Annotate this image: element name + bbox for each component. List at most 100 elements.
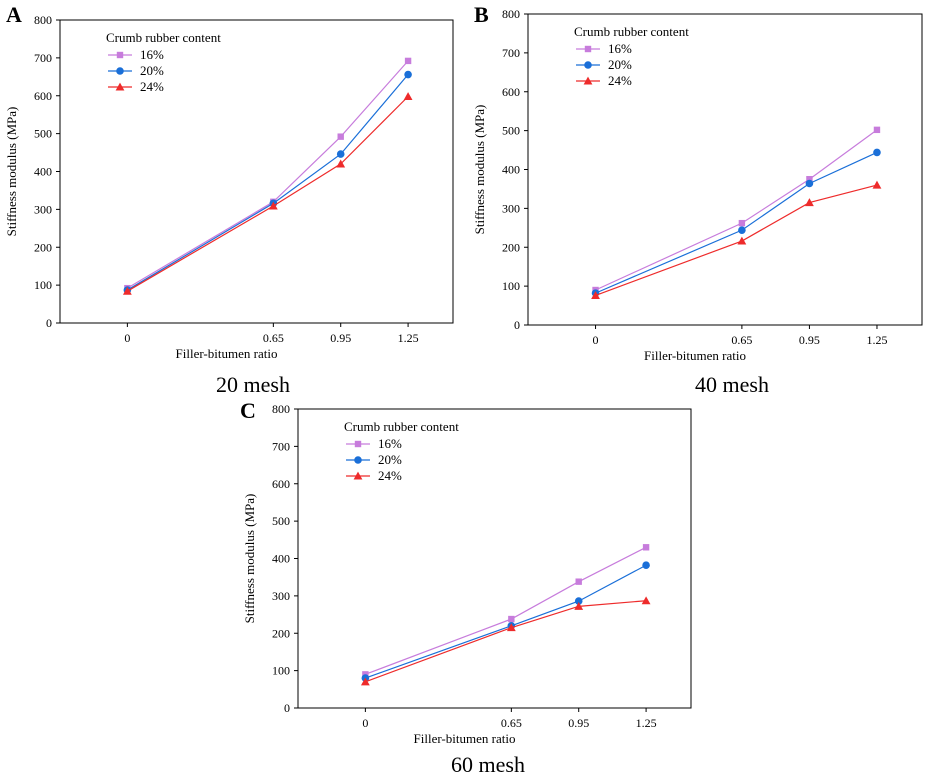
- data-point: [737, 236, 747, 245]
- data-point: [738, 226, 746, 234]
- y-tick-label: 100: [272, 664, 290, 678]
- y-tick-label: 200: [272, 626, 290, 640]
- legend-marker: [583, 76, 593, 85]
- x-tick-label: 0: [362, 716, 368, 730]
- chart-panel-a: A 0 100 200 300 400 500 600 700 800 0 0.65 0.95 1.25 F…: [4, 2, 454, 397]
- y-tick-label: 0: [514, 318, 520, 332]
- series-24pct: [360, 596, 651, 686]
- panel-letter: C: [240, 398, 256, 423]
- y-tick-label: 500: [34, 127, 52, 141]
- x-axis-label: Filler-bitumen ratio: [414, 731, 516, 746]
- y-tick-label: 600: [502, 85, 520, 99]
- y-tick-label: 200: [34, 240, 52, 254]
- series-line: [127, 60, 409, 289]
- series-16pct: [592, 126, 881, 294]
- legend-label: 16%: [140, 47, 164, 62]
- panel-caption: 40 mesh: [695, 372, 769, 397]
- chart-panel-b: B 0 100 200 300 400 500 600 700 800 0 0.65 0.95 1.25 F…: [472, 2, 923, 397]
- data-point: [360, 677, 370, 686]
- series-line: [595, 184, 878, 297]
- x-tick-label: 0.95: [330, 331, 351, 345]
- legend-marker: [115, 82, 125, 91]
- x-tick-label: 0: [593, 333, 599, 347]
- y-tick-label: 500: [272, 514, 290, 528]
- y-tick-label: 400: [272, 552, 290, 566]
- data-point: [574, 601, 584, 610]
- series-24pct: [591, 180, 882, 299]
- x-tick-label: 1.25: [636, 716, 657, 730]
- x-tick-label: 0.65: [731, 333, 752, 347]
- y-tick-label: 300: [34, 202, 52, 216]
- series-24pct: [122, 92, 413, 295]
- x-tick-label: 0.95: [568, 716, 589, 730]
- data-point: [336, 150, 345, 158]
- y-tick-label: 0: [284, 701, 290, 715]
- legend-label: 24%: [378, 468, 402, 483]
- x-tick-label: 1.25: [866, 333, 887, 347]
- data-point: [806, 176, 813, 183]
- y-tick-label: 700: [34, 51, 52, 65]
- legend-label: 24%: [608, 73, 632, 88]
- y-tick-label: 800: [34, 13, 52, 27]
- legend-marker: [584, 45, 592, 53]
- data-point: [268, 201, 278, 210]
- legend-item: 20%: [576, 57, 632, 72]
- y-tick-label: 300: [502, 201, 520, 215]
- panel-caption: 60 mesh: [451, 752, 525, 774]
- panel-caption: 20 mesh: [216, 372, 290, 397]
- y-tick-label: 800: [272, 402, 290, 416]
- series-16pct: [362, 544, 650, 678]
- plot-frame: [297, 408, 692, 709]
- y-tick-label: 0: [46, 316, 52, 330]
- panel-letter: B: [474, 2, 489, 27]
- y-axis-label: Stiffness modulus (MPa): [472, 105, 487, 235]
- y-tick-label: 700: [502, 46, 520, 60]
- plot-frame: [59, 19, 454, 324]
- series-line: [365, 564, 647, 679]
- y-tick-label: 400: [502, 163, 520, 177]
- legend-item: 24%: [346, 468, 402, 483]
- x-axis-label: Filler-bitumen ratio: [176, 346, 278, 361]
- legend-title: Crumb rubber content: [106, 30, 221, 45]
- data-point: [336, 159, 346, 168]
- series-line: [595, 129, 878, 291]
- data-point: [403, 92, 413, 101]
- x-tick-label: 0.65: [501, 716, 522, 730]
- series-line: [365, 546, 647, 675]
- legend-label: 24%: [140, 79, 164, 94]
- x-tick-label: 0.65: [263, 331, 284, 345]
- legend-item: 24%: [576, 73, 632, 88]
- y-tick-label: 600: [34, 89, 52, 103]
- legend-marker: [116, 51, 124, 59]
- panel-letter: A: [6, 2, 22, 27]
- legend-item: 16%: [108, 47, 164, 62]
- x-tick-label: 1.25: [398, 331, 419, 345]
- x-tick-label: 0.95: [799, 333, 820, 347]
- plot-frame: [527, 13, 923, 326]
- legend-marker: [353, 471, 363, 480]
- y-axis-label: Stiffness modulus (MPa): [242, 494, 257, 624]
- data-point: [591, 291, 600, 299]
- data-point: [873, 126, 881, 134]
- series-line: [127, 74, 409, 291]
- legend-label: 20%: [608, 57, 632, 72]
- y-tick-label: 100: [34, 278, 52, 292]
- data-point: [122, 286, 132, 295]
- x-tick-label: 0: [124, 331, 130, 345]
- data-point: [506, 623, 516, 632]
- legend-item: 24%: [108, 79, 164, 94]
- x-axis-label: Filler-bitumen ratio: [644, 348, 746, 363]
- series-line: [595, 151, 878, 294]
- data-point: [873, 148, 881, 157]
- y-tick-label: 500: [502, 124, 520, 138]
- legend-label: 20%: [378, 452, 402, 467]
- data-point: [872, 180, 882, 189]
- series-16pct: [124, 57, 412, 292]
- data-point: [805, 198, 814, 207]
- legend-title: Crumb rubber content: [344, 419, 459, 434]
- data-point: [805, 179, 814, 188]
- data-point: [575, 578, 582, 585]
- series-line: [365, 600, 647, 683]
- y-tick-label: 200: [502, 240, 520, 254]
